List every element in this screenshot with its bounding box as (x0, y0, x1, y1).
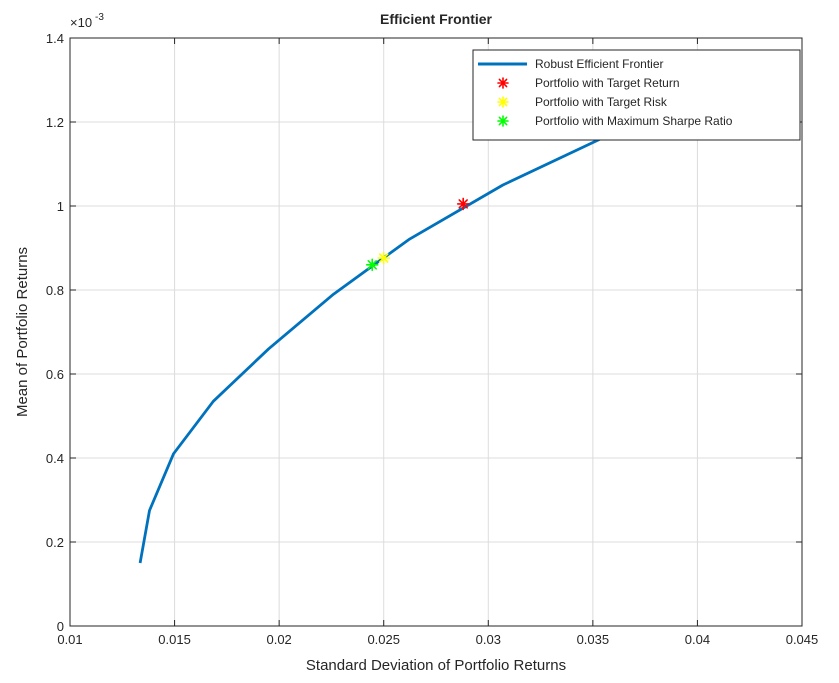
legend: Robust Efficient Frontier Portfolio with… (472, 49, 801, 141)
exponent-power: -3 (95, 12, 104, 23)
x-tick-label: 0.04 (685, 632, 710, 647)
x-tick-label: 0.015 (158, 632, 191, 647)
legend-label-target-return: Portfolio with Target Return (535, 76, 680, 90)
y-exponent-label: ×10 -3 (70, 12, 104, 30)
legend-marker-target-return (497, 77, 509, 89)
x-axis-label: Standard Deviation of Portfolio Returns (306, 657, 566, 674)
legend-marker-max-sharpe (497, 115, 509, 127)
axes-box (69, 37, 803, 627)
legend-label-max-sharpe: Portfolio with Maximum Sharpe Ratio (535, 114, 733, 128)
x-tick-label: 0.01 (57, 632, 82, 647)
y-tick-label: 1.4 (46, 31, 64, 46)
legend-star (497, 77, 509, 89)
exponent-base: ×10 (70, 15, 92, 30)
chart-title: Efficient Frontier (380, 11, 493, 27)
x-tick-label: 0.02 (266, 632, 291, 647)
marker-target-return (456, 197, 470, 211)
y-axis-label: Mean of Portfolio Returns (14, 247, 31, 417)
marker-target-risk (377, 251, 391, 265)
y-tick-label: 0.8 (46, 283, 64, 298)
legend-label-target-risk: Portfolio with Target Risk (535, 95, 668, 109)
y-tick-label: 1 (57, 199, 64, 214)
marker-max-sharpe (365, 258, 379, 272)
y-tick-label: 0.4 (46, 451, 64, 466)
x-tick-label: 0.03 (476, 632, 501, 647)
x-tick-label: 0.045 (786, 632, 819, 647)
x-tick-label: 0.025 (367, 632, 400, 647)
y-tick-label: 1.2 (46, 115, 64, 130)
legend-star (497, 115, 509, 127)
y-tick-label: 0.6 (46, 367, 64, 382)
x-tick-label: 0.035 (577, 632, 610, 647)
y-tick-label: 0.2 (46, 535, 64, 550)
y-tick-label: 0 (57, 619, 64, 634)
legend-box (472, 49, 801, 141)
axis-ticks: 0.01 0.015 0.02 0.025 0.03 0.035 0.04 0.045 0 0.2… (46, 31, 818, 647)
legend-star (497, 96, 509, 108)
legend-label-robust-frontier: Robust Efficient Frontier (535, 57, 664, 71)
legend-marker-target-risk (497, 96, 509, 108)
